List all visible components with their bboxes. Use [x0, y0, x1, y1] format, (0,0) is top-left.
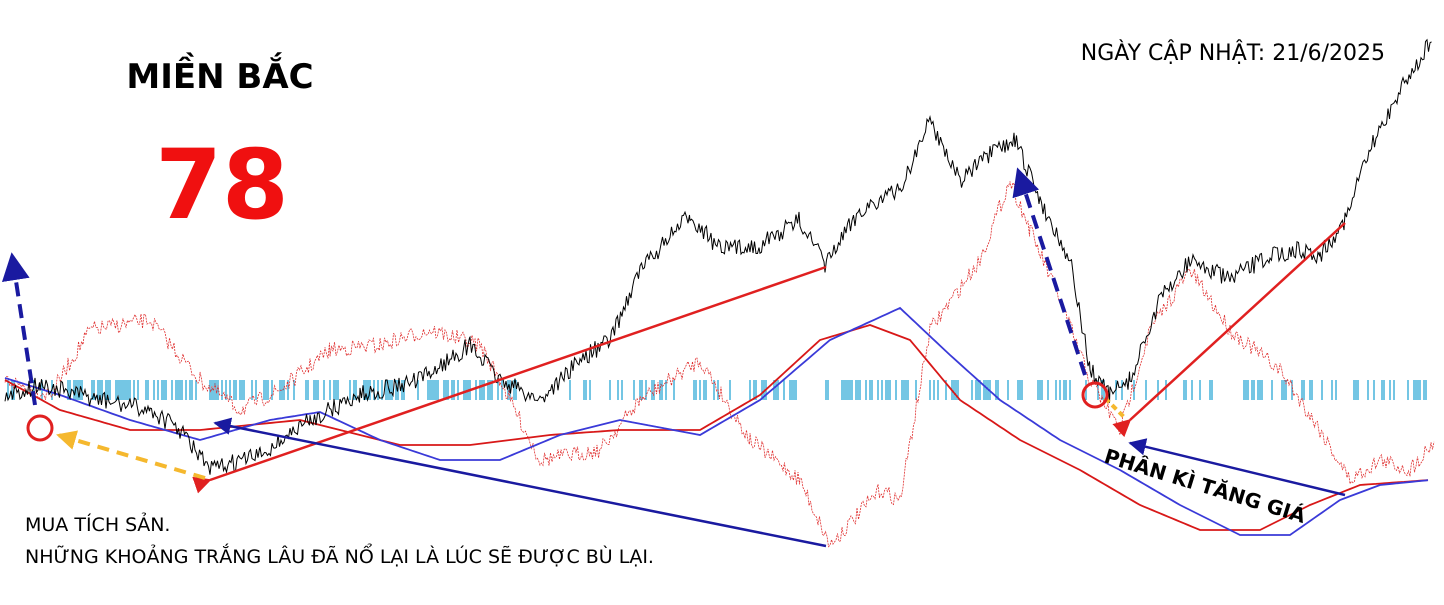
- curves: [4, 38, 1435, 548]
- update-date: NGÀY CẬP NHẬT: 21/6/2025: [1081, 40, 1385, 66]
- price-line: [4, 38, 1432, 475]
- region-title: MIỀN BẮC: [126, 52, 313, 97]
- dashed-arrow: [1, 252, 37, 406]
- note: NHỮNG KHOẢNG TRẮNG LÂU ĐÃ NỔ LẠI LÀ LÚC …: [25, 542, 654, 568]
- big-number: 78: [155, 129, 289, 241]
- signal-band: [7, 380, 1427, 400]
- marker-circle: [1081, 381, 1109, 409]
- dashed-arrow: [1103, 396, 1127, 420]
- marker-circle: [26, 414, 54, 442]
- note: MUA TÍCH SẢN.: [25, 511, 170, 536]
- divergence-label: PHÂN KÌ TĂNG GIÁ: [1102, 444, 1309, 528]
- trend-line: [192, 265, 827, 494]
- dashed-arrow: [56, 430, 206, 480]
- trend-line: [1112, 222, 1346, 438]
- dashed-arrow: [1012, 167, 1087, 376]
- moving-average: [4, 324, 1429, 531]
- oscillator-line: [4, 181, 1435, 548]
- trend-line: [213, 417, 827, 548]
- trend-line: [1128, 438, 1346, 497]
